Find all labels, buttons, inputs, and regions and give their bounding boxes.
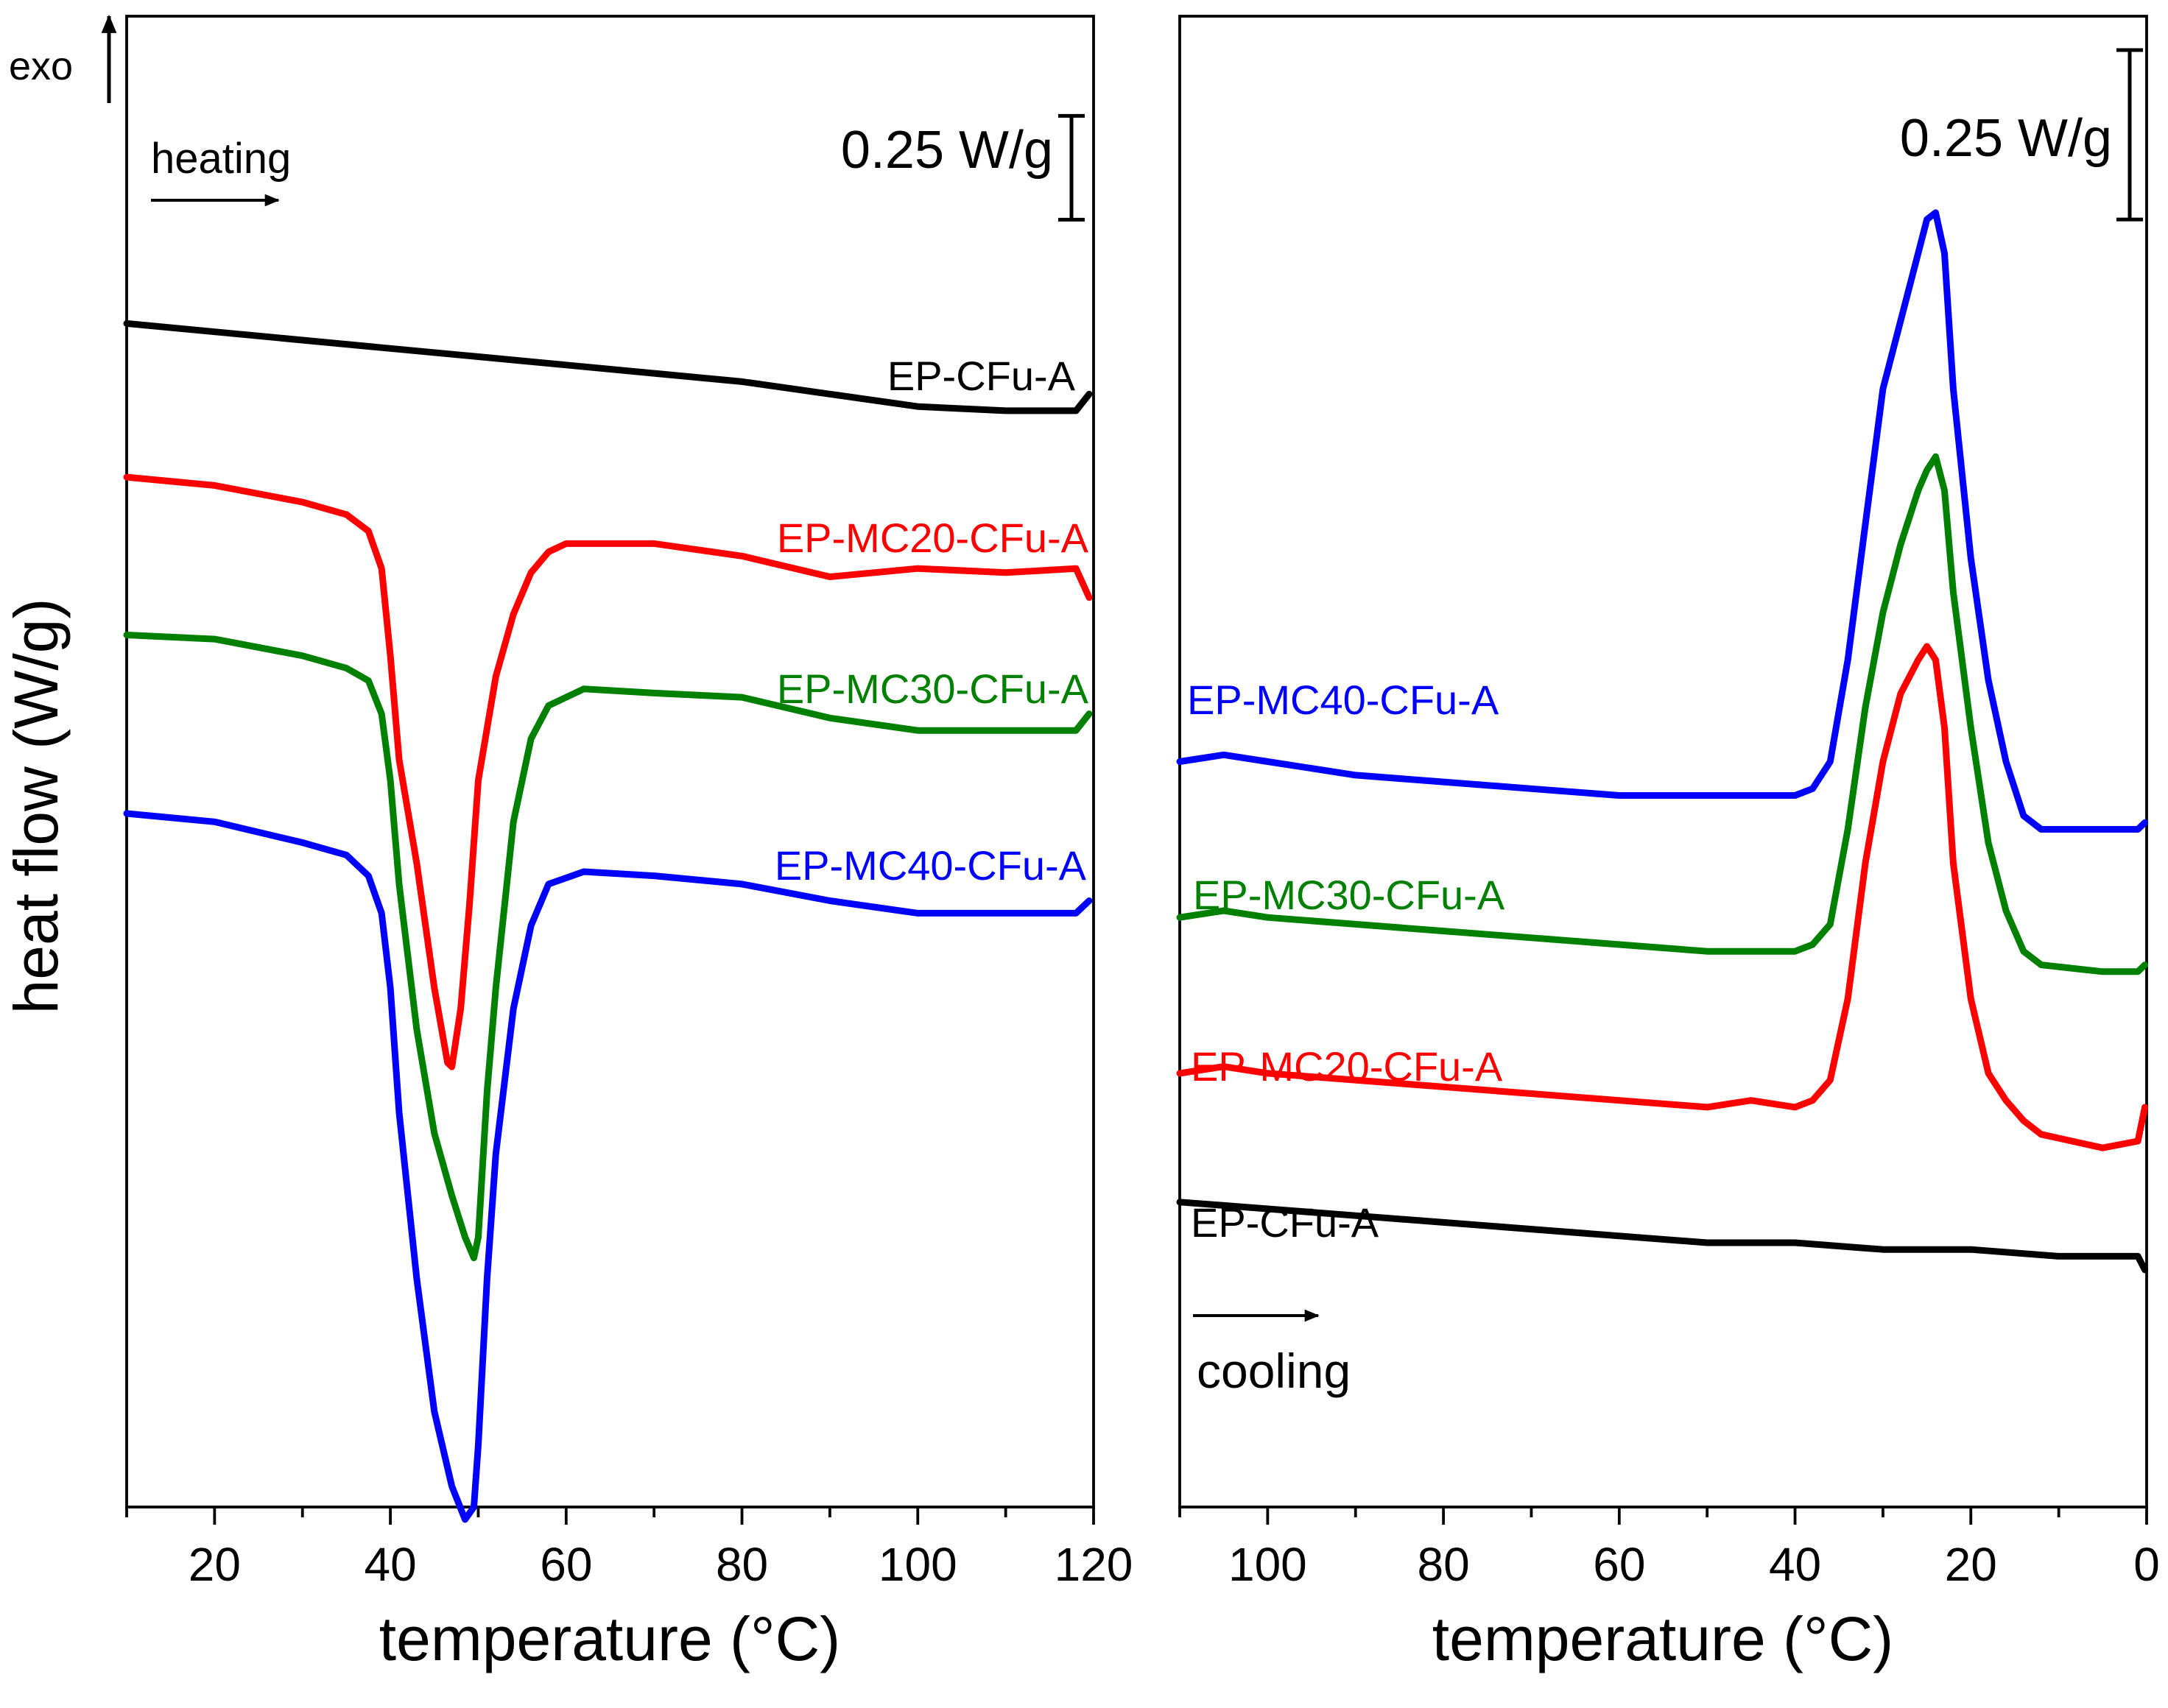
heating-curve-ep-cfu-a xyxy=(123,320,1093,414)
heating-panel: 20 40 60 80 100 120 EP-CFu-A EP-MC20-CFu-A EP-M… xyxy=(123,15,1133,1673)
heating-label-ep-mc20-cfu-a: EP-MC20-CFu-A xyxy=(777,515,1089,561)
heating-x-tick-label: 100 xyxy=(879,1538,957,1591)
cooling-curve-ep-mc20-cfu-a xyxy=(1176,643,2149,1151)
cooling-x-tick-label: 0 xyxy=(2133,1538,2160,1591)
cooling-series-labels: EP-MC40-CFu-A EP-MC30-CFu-A EP-MC20-CFu-A E… xyxy=(1187,677,1505,1246)
y-axis-title: heat flow (W/g) xyxy=(1,599,71,1014)
exo-label: exo xyxy=(9,44,73,88)
heating-plot-frame xyxy=(125,15,1095,1508)
heating-x-axis-title: temperature (°C) xyxy=(379,1604,840,1673)
cooling-curve-ep-cfu-a xyxy=(1176,1199,2149,1274)
heating-curve-ep-mc40-cfu-a xyxy=(123,810,1093,1523)
heating-scale-bar-label: 0.25 W/g xyxy=(841,121,1053,180)
cooling-x-tick-label: 80 xyxy=(1417,1538,1469,1591)
cooling-curves xyxy=(1176,209,2149,1274)
cooling-scale-bar xyxy=(2116,48,2143,222)
heating-scale-bar xyxy=(1058,113,1085,222)
heating-x-tick-label: 80 xyxy=(716,1538,768,1591)
heating-curve-ep-mc30-cfu-a xyxy=(123,632,1093,1262)
cooling-plot-frame xyxy=(1178,15,2148,1508)
cooling-x-tick-label: 60 xyxy=(1593,1538,1645,1591)
heating-label-ep-mc30-cfu-a: EP-MC30-CFu-A xyxy=(777,666,1089,712)
cooling-label-ep-mc30-cfu-a: EP-MC30-CFu-A xyxy=(1193,872,1505,918)
cooling-panel: 100 80 60 40 20 0 EP-MC40-CFu-AEP-MC30-CFu-AE… xyxy=(1176,15,2160,1673)
cooling-x-tick-label: 40 xyxy=(1769,1538,1821,1591)
heating-annotation: heating xyxy=(151,135,291,183)
cooling-curve-ep-mc40-cfu-a xyxy=(1176,209,2149,833)
cooling-label-ep-mc20-cfu-a: EP-MC20-CFu-A xyxy=(1191,1043,1503,1090)
heating-x-tick-label: 20 xyxy=(189,1538,241,1591)
heating-x-tick-label: 120 xyxy=(1055,1538,1133,1591)
cooling-x-tick-label: 20 xyxy=(1945,1538,1997,1591)
cooling-x-tick-label: 100 xyxy=(1228,1538,1307,1591)
cooling-label-ep-cfu-a: EP-CFu-A xyxy=(1191,1199,1379,1246)
cooling-curve-ep-mc30-cfu-a xyxy=(1176,453,2149,975)
heating-curve-ep-mc20-cfu-a xyxy=(123,473,1093,1070)
heating-x-tick-label: 60 xyxy=(540,1538,592,1591)
cooling-annotation: cooling xyxy=(1197,1344,1351,1398)
cooling-x-axis-title: temperature (°C) xyxy=(1432,1604,1893,1673)
heating-label-ep-cfu-a: EP-CFu-A xyxy=(887,353,1076,399)
heating-x-axis-ticks: 20 40 60 80 100 120 xyxy=(125,1507,1133,1591)
cooling-scale-bar-label: 0.25 W/g xyxy=(1900,109,2112,168)
heating-label-ep-mc40-cfu-a: EP-MC40-CFu-A xyxy=(775,842,1087,889)
heating-x-tick-label: 40 xyxy=(364,1538,416,1591)
heating-series-labels: EP-CFu-A EP-MC20-CFu-A EP-MC30-CFu-A EP-MC4… xyxy=(775,353,1089,889)
cooling-label-ep-mc40-cfu-a: EP-MC40-CFu-A xyxy=(1187,677,1499,723)
cooling-x-axis-ticks: 100 80 60 40 20 0 xyxy=(1178,1507,2160,1591)
heating-curves xyxy=(123,320,1093,1523)
